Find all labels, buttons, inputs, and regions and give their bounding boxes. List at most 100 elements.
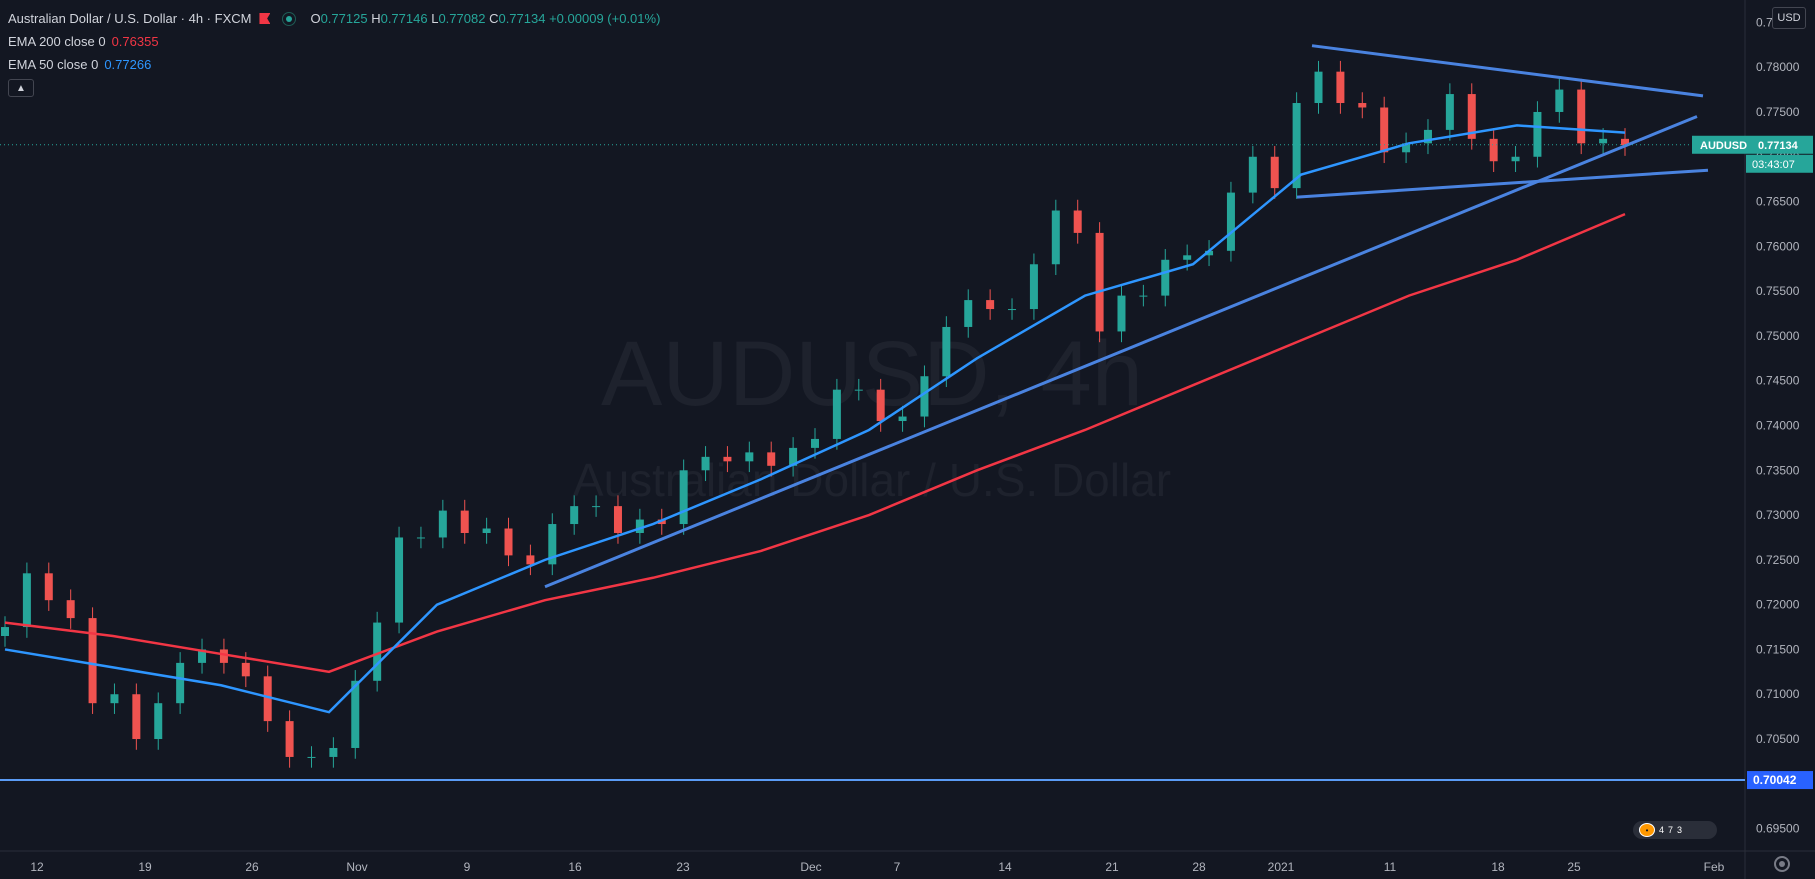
x-tick-label: 11 — [1384, 860, 1397, 874]
x-tick-label: 2021 — [1268, 860, 1295, 874]
last-price-tag — [1692, 135, 1813, 154]
candle-body — [66, 600, 75, 619]
x-tick-label: 7 — [894, 860, 901, 874]
candle-body — [745, 452, 754, 462]
candle-body — [1051, 210, 1060, 265]
candle-body — [1467, 94, 1476, 139]
triangle-upper-line — [1311, 44, 1704, 98]
candle-body — [176, 662, 185, 704]
y-tick-label: 0.78000 — [1756, 60, 1800, 74]
candle-body — [1621, 138, 1629, 146]
candle-body — [110, 694, 119, 704]
candle-body — [1073, 210, 1082, 233]
candle-body — [767, 452, 776, 466]
candle-body — [570, 506, 579, 525]
candle-body — [1336, 71, 1345, 104]
last-price-value: 0.77134 — [1758, 140, 1799, 152]
candle-body — [876, 389, 885, 422]
countdown-tag — [1746, 154, 1813, 173]
candle-body — [854, 389, 863, 391]
watermark-name: Australian Dollar / U.S. Dollar — [573, 454, 1171, 506]
candle-body — [1533, 111, 1542, 157]
candle-body — [1183, 255, 1192, 260]
candle-body — [811, 438, 819, 448]
x-tick-label: Dec — [800, 860, 821, 874]
chart-legend: Australian Dollar / U.S. Dollar · 4h · F… — [8, 7, 660, 97]
candle-body — [1555, 89, 1564, 112]
symbol-title[interactable]: Australian Dollar / U.S. Dollar · 4h · F… — [8, 11, 252, 26]
y-tick-label: 0.73500 — [1756, 463, 1800, 477]
y-tick-label: 0.69500 — [1756, 822, 1800, 836]
chevron-up-icon[interactable]: ▲ — [8, 79, 34, 97]
ema50-label: EMA 50 close 0 — [8, 57, 99, 72]
candle-body — [1314, 71, 1323, 104]
y-tick-label: 0.76500 — [1756, 195, 1800, 209]
candle-body — [351, 680, 360, 748]
candles — [1, 60, 1629, 768]
ema200-label: EMA 200 close 0 — [8, 34, 106, 49]
candle-body — [1161, 259, 1170, 296]
economic-events[interactable]: • 4 7 3 — [1633, 821, 1717, 839]
price-change: +0.00009 (+0.01%) — [549, 11, 661, 26]
gear-icon[interactable] — [1774, 856, 1790, 872]
candle-body — [942, 326, 951, 377]
candle-body — [832, 389, 841, 439]
candle-body — [613, 506, 622, 533]
y-tick-label: 0.74000 — [1756, 419, 1800, 433]
candle-body — [526, 555, 535, 565]
watermark-symbol: AUDUSD, 4h — [601, 323, 1143, 425]
candle-body — [504, 528, 513, 556]
x-tick-label: 12 — [30, 860, 44, 874]
candle-body — [1292, 103, 1301, 189]
candle-body — [1226, 192, 1235, 251]
candle-body — [373, 622, 382, 681]
flag-icon[interactable] — [259, 13, 271, 24]
candle-body — [285, 721, 294, 757]
x-tick-label: 28 — [1192, 860, 1206, 874]
ema50-value: 0.77266 — [104, 57, 152, 72]
x-tick-label: 23 — [676, 860, 690, 874]
candle-body — [1270, 156, 1279, 189]
candle-body — [44, 573, 53, 601]
candle-body — [395, 537, 404, 623]
ema200-legend[interactable]: EMA 200 close 0 0.76355 — [8, 30, 660, 53]
candle-body — [548, 524, 557, 565]
candle-body — [416, 537, 425, 539]
ema50-line — [4, 124, 1626, 714]
candle-body — [1358, 103, 1367, 108]
candle-body — [1577, 89, 1586, 144]
currency-button[interactable]: USD — [1772, 7, 1806, 29]
event-count-2: 7 — [1668, 825, 1674, 835]
ascending-trendline — [544, 115, 1698, 589]
candle-body — [657, 519, 666, 525]
candle-body — [1380, 107, 1389, 153]
event-flag-icon[interactable]: • — [1639, 823, 1655, 837]
y-tick-label: 0.71000 — [1756, 687, 1800, 701]
candle-body — [263, 676, 272, 722]
candle-body — [920, 376, 929, 417]
candle-body — [154, 703, 163, 740]
candle-body — [986, 300, 995, 310]
candle-body — [198, 649, 207, 663]
y-tick-label: 0.76000 — [1756, 239, 1800, 253]
triangle-lower-line — [1296, 168, 1709, 199]
x-tick-label: 14 — [998, 860, 1012, 874]
candle-body — [1445, 94, 1454, 130]
candle-body — [1205, 250, 1214, 256]
y-tick-label: 0.74500 — [1756, 374, 1800, 388]
y-tick-label: 0.75000 — [1756, 329, 1800, 343]
ema50-legend[interactable]: EMA 50 close 0 0.77266 — [8, 53, 660, 76]
ema200-line — [4, 212, 1626, 674]
candle-body — [1423, 129, 1432, 144]
y-tick-label: 0.72500 — [1756, 553, 1800, 567]
candle-body — [1139, 295, 1148, 297]
countdown-label: 03:43:07 — [1752, 159, 1795, 171]
candle-body — [307, 756, 316, 758]
hline-price-label: 0.70042 — [1753, 773, 1797, 787]
symbol-row[interactable]: Australian Dollar / U.S. Dollar · 4h · F… — [8, 7, 660, 30]
x-tick-label: 26 — [245, 860, 259, 874]
x-tick-label: Nov — [346, 860, 367, 874]
hline-price-tag — [1747, 771, 1813, 790]
candle-body — [1489, 138, 1498, 162]
